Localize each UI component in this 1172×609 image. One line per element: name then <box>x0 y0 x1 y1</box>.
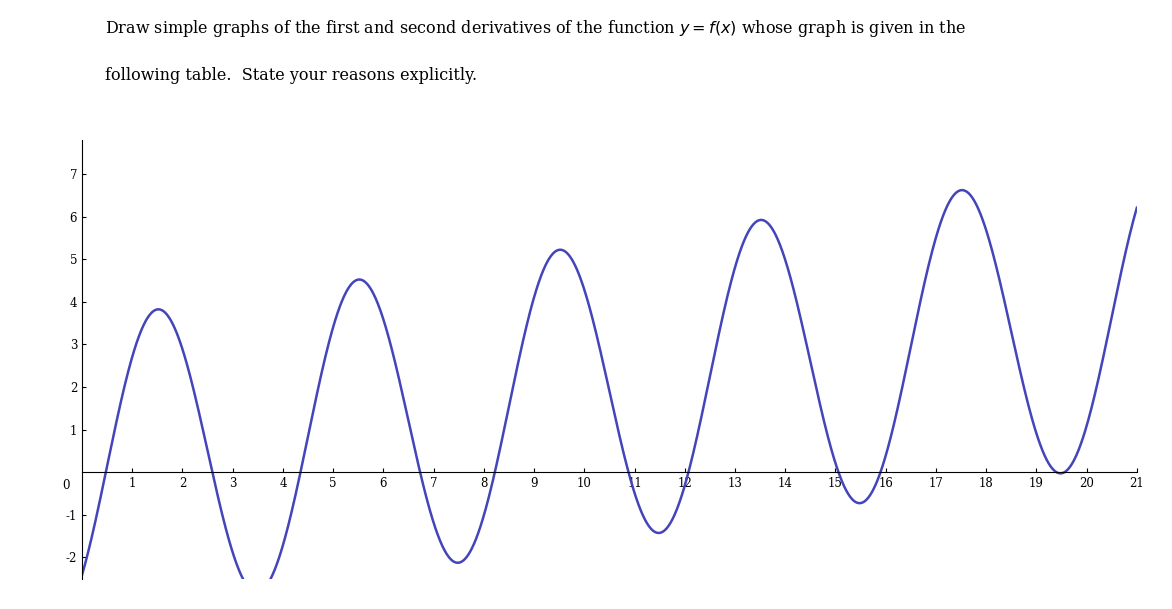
Text: Draw simple graphs of the first and second derivatives of the function $y = f(x): Draw simple graphs of the first and seco… <box>105 18 967 39</box>
Text: following table.  State your reasons explicitly.: following table. State your reasons expl… <box>105 67 478 84</box>
Text: 0: 0 <box>62 479 69 491</box>
